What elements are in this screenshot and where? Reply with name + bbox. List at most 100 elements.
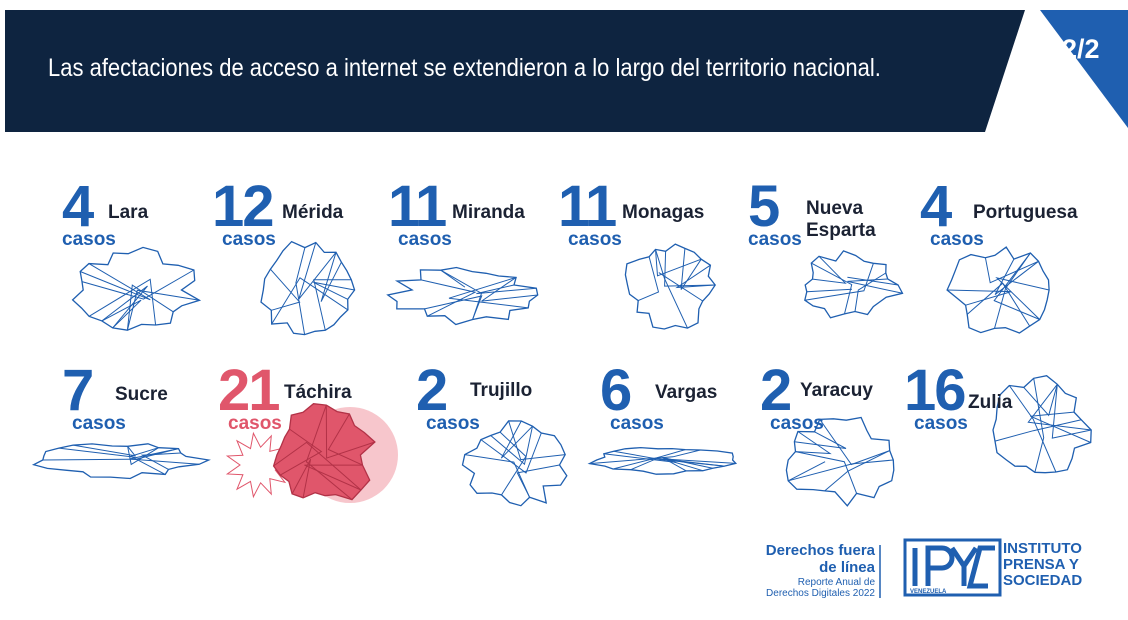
district-line xyxy=(127,446,159,466)
district-line xyxy=(508,420,566,461)
district-line xyxy=(448,276,529,309)
state-map xyxy=(386,266,539,326)
district-line xyxy=(325,405,376,459)
case-count: 2 xyxy=(760,358,792,423)
case-unit: casos xyxy=(222,229,276,250)
district-line xyxy=(516,464,560,498)
district-line xyxy=(1027,383,1092,431)
org-name: INSTITUTO PRENSA Y SOCIEDAD xyxy=(1003,540,1083,589)
state-name: Zulia xyxy=(968,392,1013,413)
district-line xyxy=(80,263,151,301)
district-line xyxy=(129,447,166,475)
district-line xyxy=(273,441,362,491)
district-line xyxy=(854,272,887,312)
district-line xyxy=(81,269,195,300)
district-line xyxy=(658,272,703,302)
state-name: Lara xyxy=(108,202,149,223)
state-name: Sucre xyxy=(115,384,168,405)
case-unit: casos xyxy=(568,229,622,250)
case-count: 2 xyxy=(416,358,448,423)
district-line xyxy=(295,247,306,335)
district-line xyxy=(603,453,677,463)
district-line xyxy=(1033,378,1045,473)
district-line xyxy=(995,277,1050,320)
district-line xyxy=(993,252,1040,320)
district-line xyxy=(291,458,312,498)
page-number: 2/2 xyxy=(1062,34,1100,64)
district-line xyxy=(824,450,890,492)
district-line xyxy=(73,444,137,457)
case-count: 4 xyxy=(920,174,952,239)
state-map xyxy=(587,446,738,475)
district-line xyxy=(655,249,702,277)
state-map xyxy=(272,403,376,501)
case-unit: casos xyxy=(930,229,984,250)
state-map xyxy=(624,243,717,330)
district-line xyxy=(140,452,181,470)
district-line xyxy=(675,264,716,289)
district-line xyxy=(811,262,853,315)
org-country: VENEZUELA xyxy=(910,589,947,595)
state-name: Yaracuy xyxy=(800,380,873,401)
district-line xyxy=(795,431,832,455)
district-line xyxy=(787,461,826,482)
case-count: 11 xyxy=(558,174,617,239)
district-line xyxy=(1008,385,1057,473)
district-line xyxy=(327,413,363,466)
state-map xyxy=(71,246,202,331)
campaign: Derechos fuera de línea xyxy=(765,542,875,576)
district-line xyxy=(1030,411,1091,443)
case-count: 5 xyxy=(748,174,780,239)
district-line xyxy=(795,451,858,494)
district-line xyxy=(305,404,353,500)
case-count: 12 xyxy=(212,174,274,239)
case-count: 21 xyxy=(218,358,280,423)
district-line xyxy=(280,428,323,476)
district-line xyxy=(464,454,531,498)
district-line xyxy=(490,426,533,466)
state-name: Portuguesa xyxy=(973,202,1078,223)
page-badge xyxy=(1040,10,1128,128)
district-line xyxy=(804,263,874,301)
case-count: 6 xyxy=(600,358,632,423)
state-name: Trujillo xyxy=(470,380,533,401)
district-line xyxy=(126,289,200,331)
district-line xyxy=(88,278,157,326)
district-line xyxy=(1051,384,1092,439)
state-map xyxy=(31,443,211,480)
state-name: Mérida xyxy=(282,202,344,223)
state-name: Táchira xyxy=(284,382,352,403)
burst xyxy=(225,431,292,499)
case-unit: casos xyxy=(426,413,480,434)
district-line xyxy=(638,256,660,302)
case-unit: casos xyxy=(398,229,452,250)
district-line xyxy=(440,269,466,288)
district-line xyxy=(476,284,537,295)
state-name: Monagas xyxy=(622,202,705,223)
district-line xyxy=(313,279,352,331)
district-line xyxy=(589,449,701,465)
district-line xyxy=(58,447,136,458)
case-unit: casos xyxy=(610,413,664,434)
district-line xyxy=(101,285,148,329)
district-line xyxy=(966,282,1031,327)
district-line xyxy=(664,251,716,287)
district-line xyxy=(126,284,174,331)
district-line xyxy=(424,295,483,320)
case-unit: casos xyxy=(228,413,282,434)
case-unit: casos xyxy=(914,413,968,434)
district-line xyxy=(984,257,1039,284)
state-map xyxy=(804,250,904,319)
header-title: Las afectaciones de acceso a internet se… xyxy=(48,54,881,82)
district-line xyxy=(655,249,688,329)
district-line xyxy=(680,248,702,290)
district-line xyxy=(313,281,355,300)
logo-mark xyxy=(912,545,995,589)
state-map xyxy=(785,416,895,507)
district-line xyxy=(812,255,847,284)
district-line xyxy=(270,268,301,311)
district-line xyxy=(480,432,542,474)
district-line xyxy=(101,299,142,329)
case-unit: casos xyxy=(62,229,116,250)
